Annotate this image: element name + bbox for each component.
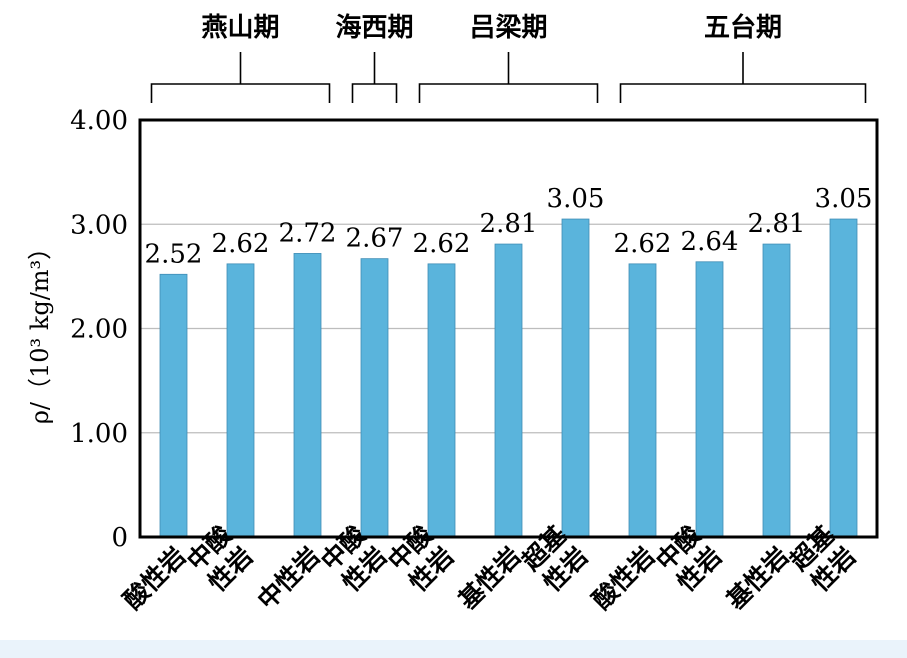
group-bracket bbox=[418, 52, 599, 103]
y-tick-label: 1.00 bbox=[70, 419, 128, 449]
y-tick-label: 4.00 bbox=[70, 106, 128, 136]
value-label: 2.72 bbox=[279, 218, 337, 248]
value-label: 2.62 bbox=[212, 229, 270, 259]
value-label: 2.67 bbox=[346, 224, 404, 254]
value-label: 2.81 bbox=[480, 209, 538, 239]
group-bracket bbox=[351, 52, 398, 103]
bar bbox=[226, 263, 255, 538]
y-tick-labels: 0 1.00 2.00 3.00 4.00 bbox=[70, 106, 128, 553]
group-label: 吕梁期 bbox=[469, 13, 547, 43]
x-tick-label-line: 中性岩 bbox=[252, 541, 326, 615]
group-label: 海西期 bbox=[335, 13, 413, 43]
plot-frame bbox=[138, 118, 879, 539]
bars bbox=[159, 218, 858, 538]
bar bbox=[293, 253, 322, 538]
group-label: 五台期 bbox=[704, 12, 782, 43]
bar bbox=[561, 218, 590, 538]
value-label: 2.52 bbox=[145, 239, 203, 269]
x-tick-label: 基性岩 bbox=[721, 541, 795, 615]
x-tick-label: 酸性岩 bbox=[587, 541, 661, 615]
x-tick-label-line: 酸性岩 bbox=[587, 541, 661, 615]
x-tick-label-line: 基性岩 bbox=[453, 541, 527, 615]
value-label: 2.81 bbox=[748, 209, 806, 239]
value-label: 2.64 bbox=[681, 227, 739, 257]
bar bbox=[695, 261, 724, 538]
bottom-band bbox=[0, 640, 907, 658]
value-label: 2.62 bbox=[413, 229, 471, 259]
value-label: 3.05 bbox=[547, 184, 605, 214]
y-axis-label: ρ/（10³ kg/m³） bbox=[26, 236, 54, 424]
x-tick-label: 酸性岩 bbox=[118, 541, 192, 615]
bar bbox=[427, 263, 456, 538]
x-tick-label-line: 酸性岩 bbox=[118, 541, 192, 615]
bar bbox=[360, 258, 389, 538]
y-tick-label: 3.00 bbox=[70, 210, 128, 240]
value-label: 3.05 bbox=[815, 184, 873, 214]
bar bbox=[762, 243, 791, 538]
period-groups: 燕山期 海西期 吕梁期 五台期 bbox=[150, 12, 867, 103]
y-tick-label: 0 bbox=[111, 523, 128, 553]
group-label: 燕山期 bbox=[201, 13, 279, 43]
x-tick-label: 中性岩 bbox=[252, 541, 326, 615]
value-labels: 2.52 2.62 2.72 2.67 2.62 2.81 3.05 2.62 2.64 2.81… bbox=[145, 184, 873, 269]
group-bracket bbox=[150, 52, 331, 103]
bar bbox=[628, 263, 657, 538]
bar bbox=[494, 243, 523, 538]
value-label: 2.62 bbox=[614, 229, 672, 259]
x-tick-label: 基性岩 bbox=[453, 541, 527, 615]
y-tick-label: 2.00 bbox=[70, 315, 128, 345]
x-tick-label-line: 基性岩 bbox=[721, 541, 795, 615]
bar bbox=[829, 218, 858, 538]
group-bracket bbox=[619, 52, 867, 103]
bar bbox=[159, 273, 188, 538]
